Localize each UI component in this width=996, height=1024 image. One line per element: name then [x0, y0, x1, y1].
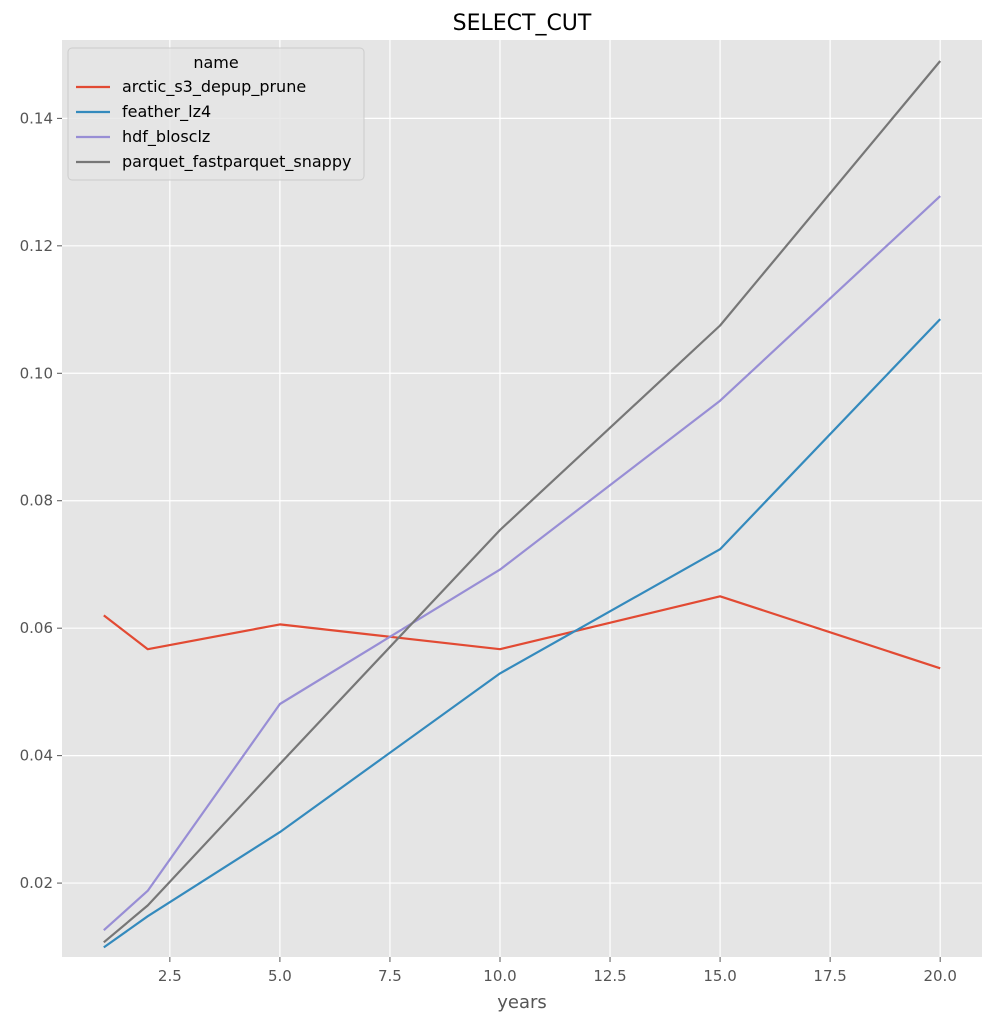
y-axis-ticks: 0.02 0.04 0.06 0.08 0.10 0.12 0.14 [20, 109, 62, 892]
x-tick-label: 15.0 [703, 967, 736, 985]
chart-title: SELECT_CUT [453, 11, 592, 36]
y-tick-label: 0.08 [20, 492, 53, 510]
legend-title: name [193, 53, 238, 72]
series-lines [103, 60, 942, 949]
series-line-parquet-fastparquet-snappy [103, 60, 942, 944]
legend-items: arctic_s3_depup_prune feather_lz4 hdf_blos… [76, 77, 351, 172]
x-tick-label: 10.0 [483, 967, 516, 985]
x-tick-label: 5.0 [268, 967, 292, 985]
y-tick-label: 0.02 [20, 874, 53, 892]
plot-area [62, 40, 982, 957]
legend-label: arctic_s3_depup_prune [122, 77, 306, 97]
legend-label: feather_lz4 [122, 102, 211, 122]
legend: name arctic_s3_depup_prune feather_lz4hdf… [67, 47, 365, 181]
x-axis-ticks: 2.5 5.0 7.5 10.0 12.5 15.0 17.5 20.0 [158, 957, 957, 985]
x-axis-label: years [497, 992, 547, 1013]
series-line-hdf-blosclz [103, 195, 941, 932]
x-tick-label: 2.5 [158, 967, 182, 985]
legend-box [67, 47, 365, 181]
y-tick-label: 0.06 [20, 619, 53, 637]
y-tick-label: 0.12 [20, 237, 53, 255]
x-tick-label: 17.5 [813, 967, 846, 985]
grid [62, 40, 982, 957]
legend-label: hdf_blosclz [122, 127, 210, 147]
legend-label: parquet_fastparquet_snappy [122, 152, 351, 172]
y-tick-label: 0.10 [20, 364, 53, 382]
series-line-feather-lz4 [103, 318, 941, 949]
x-tick-label: 20.0 [923, 967, 956, 985]
y-tick-label: 0.14 [20, 109, 53, 127]
y-tick-label: 0.04 [20, 747, 53, 765]
x-tick-label: 7.5 [378, 967, 402, 985]
x-tick-label: 12.5 [593, 967, 626, 985]
